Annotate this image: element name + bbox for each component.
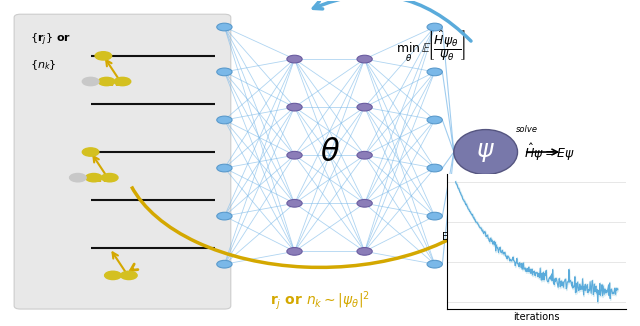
Circle shape: [95, 52, 111, 60]
Circle shape: [287, 151, 302, 159]
Circle shape: [217, 23, 232, 31]
Circle shape: [357, 55, 372, 63]
Circle shape: [99, 77, 115, 86]
Circle shape: [427, 23, 442, 31]
Circle shape: [357, 200, 372, 207]
Circle shape: [86, 173, 102, 182]
Circle shape: [287, 200, 302, 207]
Circle shape: [287, 247, 302, 255]
Circle shape: [217, 164, 232, 172]
Circle shape: [217, 260, 232, 268]
Text: $\theta$: $\theta$: [319, 138, 340, 167]
Circle shape: [357, 103, 372, 111]
Circle shape: [114, 77, 131, 86]
Circle shape: [217, 212, 232, 220]
Text: $\{{\bf r}_j\}$ or: $\{{\bf r}_j\}$ or: [30, 32, 71, 48]
Text: $\hat{H}\psi = E\psi$: $\hat{H}\psi = E\psi$: [524, 141, 575, 163]
Circle shape: [427, 260, 442, 268]
Text: $\{n_k\}$: $\{n_k\}$: [30, 59, 57, 72]
Text: $\min_{\theta}\,\mathbb{E}\!\left[\dfrac{\hat{H}\psi_\theta}{\psi_\theta}\right]: $\min_{\theta}\,\mathbb{E}\!\left[\dfrac…: [396, 28, 467, 64]
Circle shape: [357, 247, 372, 255]
Text: solve: solve: [516, 125, 538, 134]
Circle shape: [357, 151, 372, 159]
Circle shape: [104, 271, 121, 280]
Circle shape: [427, 164, 442, 172]
Circle shape: [427, 116, 442, 124]
Circle shape: [101, 173, 118, 182]
Circle shape: [287, 55, 302, 63]
FancyArrowPatch shape: [314, 0, 471, 41]
Circle shape: [287, 103, 302, 111]
Circle shape: [120, 271, 137, 280]
Ellipse shape: [454, 129, 518, 174]
FancyBboxPatch shape: [14, 14, 231, 309]
Circle shape: [217, 68, 232, 76]
Circle shape: [83, 148, 99, 156]
Circle shape: [427, 212, 442, 220]
Circle shape: [70, 173, 86, 182]
Circle shape: [427, 68, 442, 76]
Text: ${\bf r}_j$ or $n_k \sim |\psi_\theta|^2$: ${\bf r}_j$ or $n_k \sim |\psi_\theta|^2…: [270, 289, 370, 312]
Circle shape: [83, 77, 99, 86]
Circle shape: [217, 116, 232, 124]
Text: $\psi$: $\psi$: [476, 140, 495, 164]
